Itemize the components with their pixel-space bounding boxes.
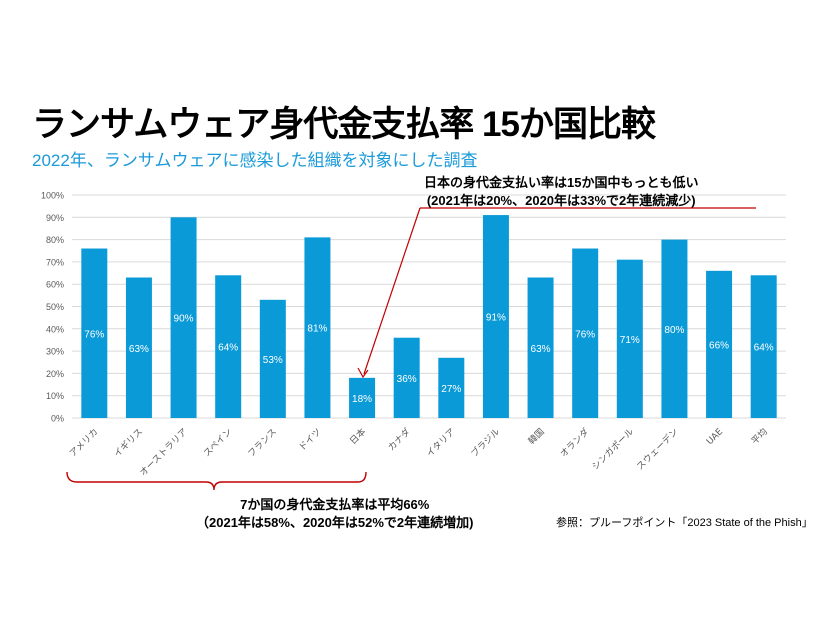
data-label: 53% [263, 355, 283, 366]
data-label: 18% [352, 394, 372, 405]
data-label: 36% [397, 374, 417, 385]
y-tick-label: 0% [51, 414, 64, 424]
data-label: 81% [307, 324, 327, 335]
data-label: 63% [531, 344, 551, 355]
bar [527, 277, 554, 418]
data-label: 76% [575, 329, 595, 340]
data-label: 71% [620, 335, 640, 346]
x-tick-label: カナダ [385, 426, 413, 454]
data-label: 63% [129, 344, 149, 355]
bar [349, 377, 376, 418]
y-tick-label: 20% [46, 369, 64, 379]
annotation-lines [66, 207, 756, 491]
bar [215, 275, 242, 418]
data-label: 64% [754, 343, 774, 354]
x-tick-label: スウェーデン [634, 426, 681, 473]
data-label: 80% [664, 325, 684, 336]
bar [572, 248, 599, 418]
group-annotation-line2: （2021年は58%、2020年は52%で2年連続増加) [196, 515, 474, 530]
y-tick-label: 80% [46, 235, 64, 245]
y-tick-label: 100% [41, 191, 64, 201]
bar [170, 217, 197, 418]
x-tick-label: イタリア [424, 426, 457, 459]
japan-annotation-line2: (2021年は20%、2020年は33%で2年連続減少) [426, 193, 696, 208]
x-tick-label: 日本 [347, 426, 368, 447]
bar [125, 277, 152, 418]
y-tick-label: 60% [46, 280, 64, 290]
bar [81, 248, 108, 418]
bar [750, 275, 777, 418]
data-label: 91% [486, 313, 506, 324]
japan-annotation-line1: 日本の身代金支払い率は15か国中もっとも低い [424, 175, 699, 190]
y-tick-label: 70% [46, 257, 64, 267]
annotation-arrow [363, 207, 421, 375]
page-subtitle: 2022年、ランサムウェアに感染した組織を対象にした調査 [32, 151, 478, 170]
source-note: 参照：プルーフポイント「2023 State of the Phish」 [556, 517, 813, 529]
y-tick-label: 40% [46, 324, 64, 334]
x-tick-label: イギリス [112, 426, 145, 459]
japan-annotation: 日本の身代金支払い率は15か国中もっとも低い (2021年は20%、2020年は… [424, 174, 698, 210]
x-tick-label: 韓国 [526, 426, 547, 447]
bar [259, 299, 286, 418]
x-tick-label: アメリカ [68, 426, 101, 459]
bar [438, 357, 465, 418]
y-tick-label: 10% [46, 391, 64, 401]
group-annotation: 7か国の身代金支払率は平均66% （2021年は58%、2020年は52%で2年… [196, 496, 473, 532]
bar [706, 270, 733, 418]
x-tick-label: ドイツ [297, 427, 323, 453]
bar [616, 259, 643, 418]
x-tick-label: UAE [705, 427, 725, 447]
bar [661, 239, 688, 418]
data-label: 64% [218, 343, 238, 354]
data-label: 27% [441, 384, 461, 395]
x-tick-label: スペイン [202, 427, 234, 459]
data-label: 90% [174, 314, 194, 325]
y-tick-label: 90% [46, 213, 64, 223]
bar [304, 237, 331, 418]
x-tick-label: フランス [246, 426, 279, 459]
y-tick-label: 30% [46, 347, 64, 357]
data-label: 66% [709, 340, 729, 351]
group-annotation-line1: 7か国の身代金支払率は平均66% [240, 497, 430, 512]
group-bracket [66, 471, 367, 491]
x-tick-label: オーストラリア [138, 426, 190, 478]
x-tick-label: オランダ [557, 426, 591, 460]
bar [482, 215, 509, 418]
x-tick-label: ブラジル [468, 426, 502, 460]
page-title: ランサムウェア身代金支払率 15か国比較 [32, 105, 656, 144]
x-tick-label: 平均 [749, 426, 770, 447]
x-tick-label: シンガポール [590, 426, 636, 472]
data-label: 76% [84, 329, 104, 340]
bar [393, 337, 420, 418]
arrow-head-icon [357, 367, 369, 379]
y-tick-label: 50% [46, 302, 64, 312]
